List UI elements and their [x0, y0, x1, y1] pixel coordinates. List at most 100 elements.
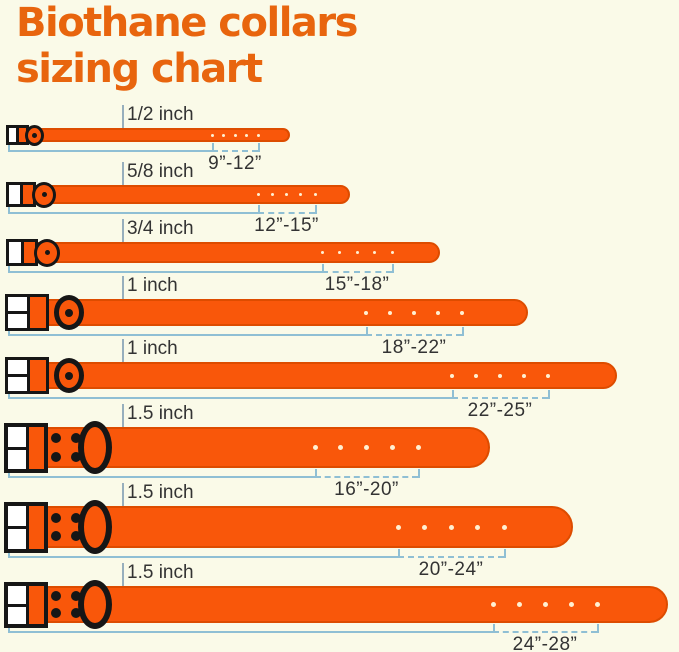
strap-hole — [389, 445, 395, 450]
buckle-window — [8, 529, 27, 549]
buckle-window — [8, 449, 27, 469]
buckle-keeper — [30, 297, 46, 328]
bracket-left-tick — [8, 205, 10, 214]
strap-hole — [245, 133, 248, 137]
bracket-solid-line — [8, 397, 452, 399]
buckle-frame — [5, 357, 49, 394]
width-label: 1.5 inch — [127, 403, 194, 424]
size-range-label: 9”-12” — [208, 153, 262, 174]
collar-strap — [10, 586, 668, 623]
strap-hole — [542, 602, 548, 607]
bracket-left-tick — [8, 264, 10, 273]
strap-hole — [568, 602, 574, 607]
buckle-frame — [4, 582, 48, 628]
size-range-label: 15”-18” — [324, 274, 390, 295]
strap-hole — [498, 373, 502, 378]
width-measure-line — [122, 162, 124, 204]
bracket-end-tick — [392, 264, 394, 273]
buckle-rivet — [71, 591, 81, 602]
chart-title-line1: Biothane collars — [16, 0, 358, 46]
bracket-end-tick — [504, 549, 506, 558]
bracket-solid-line — [8, 212, 258, 214]
strap-hole — [390, 251, 394, 254]
buckle-keeper — [29, 506, 44, 549]
strap-hole — [210, 133, 214, 137]
buckle-rivet — [51, 607, 61, 618]
buckle-window — [8, 314, 28, 328]
buckle-keeper — [22, 185, 33, 204]
size-range-label: 20”-24” — [418, 559, 484, 580]
strap-hole — [312, 445, 318, 450]
buckle-rivet — [51, 433, 61, 444]
buckle-rivet — [71, 451, 81, 462]
bracket-dashed-line — [322, 271, 392, 273]
buckle-frame — [5, 294, 49, 331]
buckle-window — [9, 242, 21, 263]
strap-hole — [594, 602, 600, 607]
bracket-dashed-line — [452, 397, 548, 399]
bracket-start-tick — [315, 469, 317, 478]
bracket-start-tick — [398, 549, 400, 558]
buckle-rivet — [51, 591, 61, 602]
buckle-keeper — [29, 586, 44, 624]
strap-hole — [285, 193, 288, 196]
bracket-end-tick — [418, 469, 420, 478]
bracket-solid-line — [8, 334, 366, 336]
width-measure-line — [122, 219, 124, 263]
strap-hole — [501, 524, 507, 530]
buckle-keeper — [29, 427, 44, 469]
strap-hole — [474, 373, 478, 378]
strap-hole — [320, 251, 324, 254]
strap-hole — [516, 602, 522, 607]
size-range-label: 16”-20” — [334, 479, 399, 500]
buckle-rivet — [71, 607, 81, 618]
strap-hole — [448, 524, 454, 530]
collar-d-ring — [54, 358, 84, 393]
collar-ring — [25, 124, 44, 146]
bracket-end-tick — [315, 205, 317, 214]
size-range-label: 24”-28” — [512, 634, 578, 652]
bracket-left-tick — [8, 390, 10, 399]
strap-hole — [490, 602, 496, 607]
bracket-start-tick — [258, 205, 260, 214]
size-range-label: 22”-25” — [467, 400, 533, 421]
collar-d-ring — [78, 421, 112, 474]
buckle-keeper — [19, 128, 26, 142]
bracket-start-tick — [452, 390, 454, 399]
strap-hole — [313, 193, 317, 196]
strap-hole — [450, 373, 454, 378]
bracket-solid-line — [8, 476, 315, 478]
buckle-frame — [4, 423, 48, 473]
bracket-start-tick — [493, 624, 495, 633]
bracket-left-tick — [8, 549, 10, 558]
size-range-label: 18”-22” — [381, 337, 447, 358]
buckle-window — [9, 185, 20, 204]
buckle-window — [8, 586, 27, 604]
width-label: 1 inch — [127, 338, 178, 359]
strap-hole — [256, 133, 260, 137]
buckle-rivet — [71, 433, 81, 444]
buckle-window — [8, 606, 27, 624]
bracket-dashed-line — [315, 476, 418, 478]
width-label: 3/4 inch — [127, 218, 194, 239]
bracket-dashed-line — [258, 212, 315, 214]
strap-hole — [522, 373, 526, 378]
width-label: 1 inch — [127, 275, 178, 296]
bracket-start-tick — [322, 264, 324, 273]
buckle-windows — [8, 297, 28, 328]
strap-hole — [422, 524, 427, 530]
strap-hole — [338, 445, 344, 450]
bracket-start-tick — [366, 327, 368, 336]
strap-hole — [436, 310, 440, 315]
strap-hole — [415, 445, 421, 450]
collar-strap — [10, 362, 617, 389]
bracket-dashed-line — [212, 150, 258, 152]
buckle-frame — [4, 502, 48, 553]
strap-hole — [475, 524, 480, 530]
